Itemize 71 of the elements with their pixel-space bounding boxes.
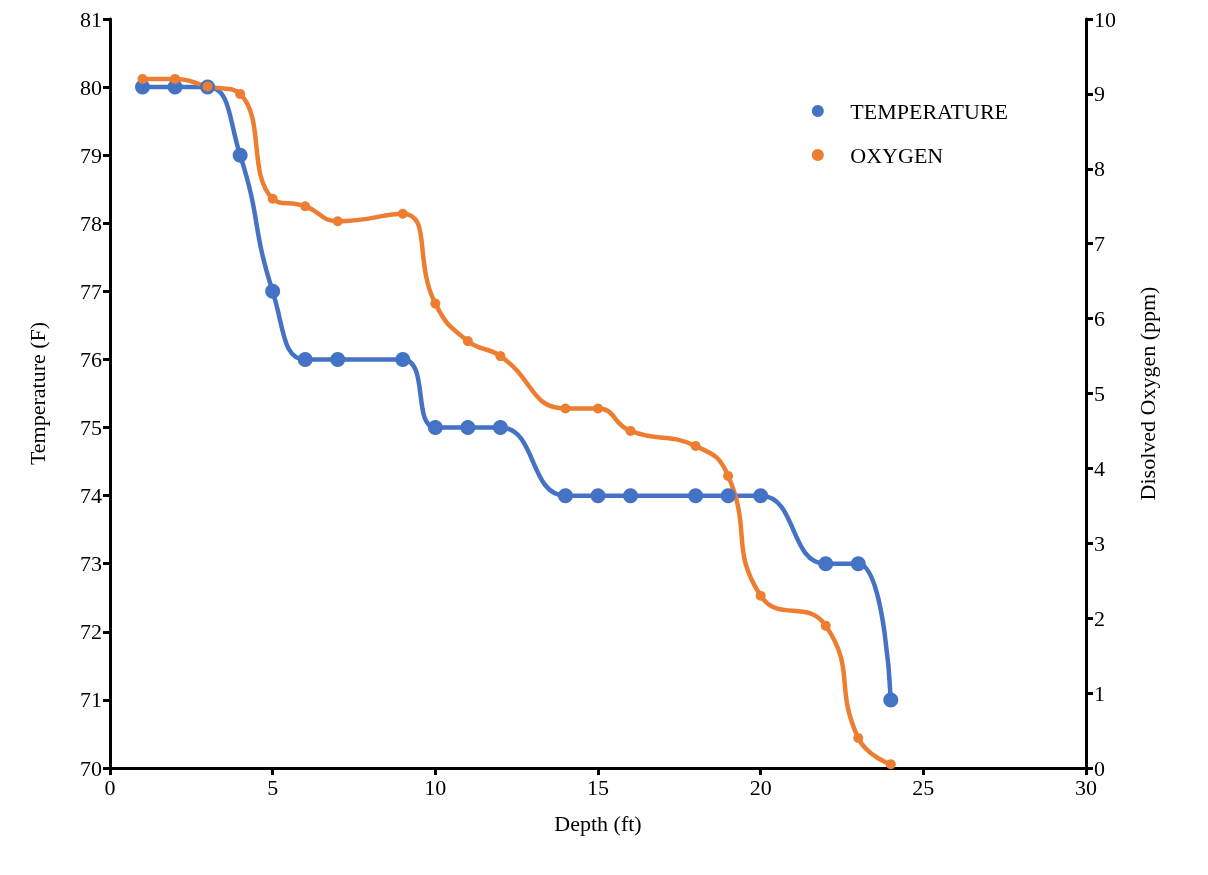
point <box>332 216 343 227</box>
point <box>883 692 899 708</box>
point <box>557 488 573 504</box>
x-tick-label: 30 <box>1075 774 1097 800</box>
x-tick-label: 5 <box>267 774 279 800</box>
y2-tick-label: 1 <box>1094 680 1105 706</box>
x-tick-label: 10 <box>424 774 447 800</box>
x-tick-label: 20 <box>749 774 772 800</box>
y-tick-label: 76 <box>80 346 102 372</box>
legend-label: TEMPERATURE <box>850 98 1009 124</box>
y2-tick-label: 8 <box>1094 156 1105 182</box>
point <box>170 73 181 84</box>
y-tick-label: 79 <box>80 142 102 168</box>
point <box>885 759 896 770</box>
point <box>755 590 766 601</box>
y-tick-label: 73 <box>80 551 102 577</box>
y-tick-label: 81 <box>80 6 102 32</box>
y2-tick-label: 0 <box>1094 755 1105 781</box>
point <box>492 420 508 436</box>
x-tick-label: 15 <box>587 774 609 800</box>
x-tick-label: 25 <box>912 774 935 800</box>
y2-tick-label: 2 <box>1094 605 1105 631</box>
point <box>590 488 606 504</box>
point <box>267 193 278 204</box>
y-axis-title: Temperature (F) <box>24 321 50 466</box>
point <box>818 556 834 572</box>
y-tick-label: 70 <box>80 755 102 781</box>
point <box>397 208 408 219</box>
y2-axis-title: Disolved Oxygen (ppm) <box>1134 286 1160 501</box>
point <box>235 88 246 99</box>
y-tick-label: 75 <box>80 415 102 441</box>
point <box>462 336 473 347</box>
y2-tick-label: 3 <box>1094 530 1105 556</box>
point <box>625 425 636 436</box>
x-tick-label: 0 <box>104 774 116 800</box>
legend-label: OXYGEN <box>850 142 944 168</box>
y2-tick-label: 5 <box>1094 381 1105 406</box>
point <box>593 403 603 414</box>
point <box>232 147 248 163</box>
point <box>430 298 441 309</box>
point <box>723 470 734 481</box>
y-tick-label: 78 <box>80 210 102 236</box>
point <box>427 420 443 436</box>
y2-tick-label: 10 <box>1094 6 1116 32</box>
y-tick-label: 72 <box>80 619 102 645</box>
y2-tick-label: 4 <box>1094 455 1105 481</box>
point <box>300 201 311 212</box>
point <box>560 403 571 414</box>
point <box>395 351 411 367</box>
point <box>137 73 148 84</box>
y2-tick-label: 7 <box>1094 231 1105 257</box>
x-axis-title: Depth (ft) <box>554 810 642 836</box>
point <box>853 733 864 744</box>
y2-tick-label: 9 <box>1094 81 1105 107</box>
point <box>623 488 639 504</box>
point <box>265 283 281 299</box>
y-tick-label: 80 <box>80 74 102 100</box>
point <box>820 620 831 631</box>
point <box>460 420 476 436</box>
y2-tick-label: 6 <box>1094 306 1105 332</box>
point <box>690 440 701 451</box>
point <box>330 351 346 367</box>
point <box>495 351 506 362</box>
point <box>297 351 313 367</box>
point <box>753 488 769 504</box>
y-tick-label: 74 <box>80 483 102 509</box>
y-tick-label: 71 <box>80 687 102 713</box>
point <box>850 556 866 572</box>
point <box>720 488 736 504</box>
point <box>688 488 704 504</box>
y-tick-label: 77 <box>80 278 102 304</box>
